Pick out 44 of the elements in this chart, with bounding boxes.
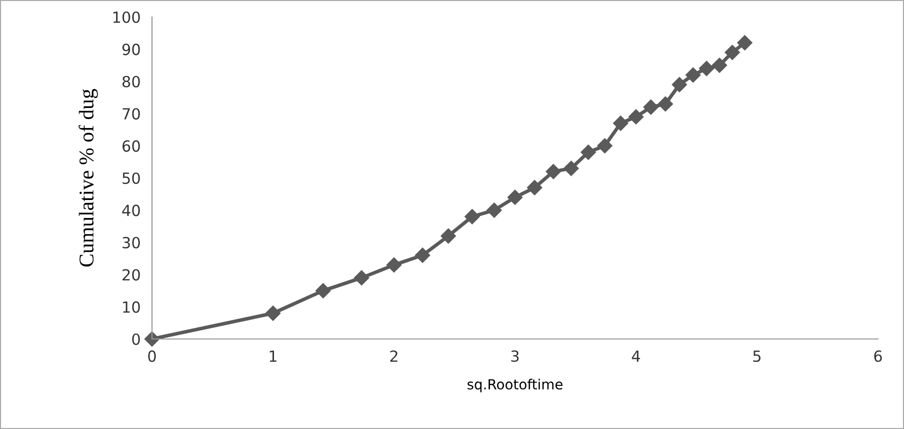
y-tick-label: 10 — [123, 301, 140, 313]
point — [580, 144, 596, 160]
point — [546, 164, 561, 180]
point — [686, 67, 701, 83]
point — [628, 109, 644, 124]
y-tick-label: 100 — [113, 11, 140, 24]
x-tick-label: 4 — [632, 350, 640, 362]
point — [724, 44, 740, 60]
point — [643, 100, 658, 115]
y-tick-label: 20 — [122, 269, 140, 281]
point — [414, 248, 430, 263]
point — [265, 306, 281, 321]
x-tick-label: 6 — [874, 350, 882, 362]
point — [737, 35, 752, 50]
point — [507, 190, 523, 205]
point — [527, 180, 542, 196]
point — [486, 202, 502, 218]
y-tick-label: 50 — [122, 172, 140, 184]
point — [698, 60, 714, 76]
point — [613, 116, 628, 131]
y-tick-label: 90 — [122, 44, 140, 56]
y-tick-label: 0 — [132, 333, 140, 346]
point — [712, 58, 728, 73]
y-axis-title: Cumulative % of dug — [78, 89, 98, 267]
point — [464, 209, 480, 224]
point — [386, 257, 402, 273]
point — [440, 228, 456, 244]
y-tick-label: 80 — [122, 76, 140, 88]
point — [597, 138, 612, 154]
x-tick-label: 2 — [390, 350, 398, 362]
point — [354, 270, 370, 286]
x-tick-label: 5 — [753, 350, 761, 362]
y-tick-label: 40 — [122, 204, 140, 216]
x-axis-title: sq.Rootoftime — [468, 378, 562, 392]
y-tick-label: 70 — [122, 108, 140, 120]
point — [316, 283, 331, 298]
point — [564, 160, 579, 176]
x-tick-label: 1 — [270, 350, 276, 362]
point — [658, 96, 673, 112]
y-tick-label: 30 — [122, 236, 140, 248]
y-tick-label: 60 — [122, 140, 140, 152]
x-tick-label: 0 — [148, 350, 156, 362]
point — [672, 77, 688, 92]
x-tick-label: 3 — [511, 350, 519, 362]
